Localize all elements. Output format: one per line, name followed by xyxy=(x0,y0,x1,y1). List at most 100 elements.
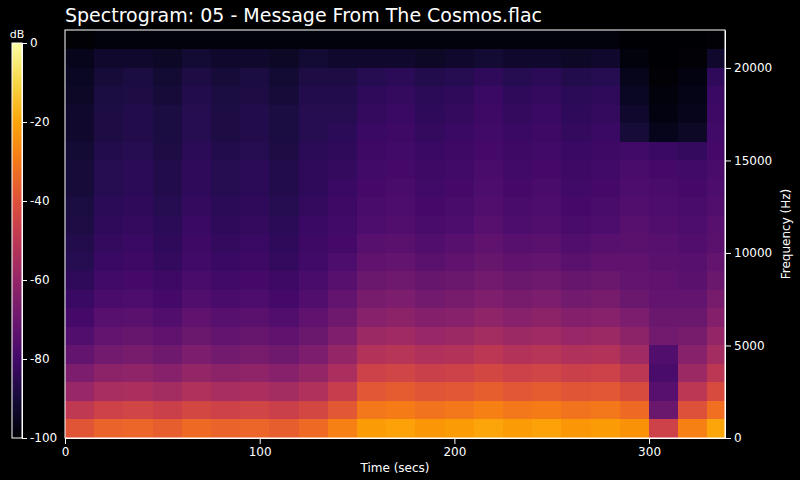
heatmap-cell xyxy=(415,327,444,346)
heatmap-cell xyxy=(649,105,678,124)
heatmap-cell xyxy=(357,123,386,142)
heatmap-cell xyxy=(649,30,678,49)
heatmap-cell xyxy=(269,179,298,198)
heatmap-cell xyxy=(328,345,357,364)
tick-label: 5000 xyxy=(734,339,765,353)
heatmap-cell xyxy=(123,364,152,383)
heatmap-cell xyxy=(503,179,532,198)
heatmap-cell xyxy=(591,86,620,105)
heatmap-cell xyxy=(415,30,444,49)
heatmap-cell xyxy=(182,253,211,272)
tick-mark xyxy=(22,43,27,44)
y-axis: 05000100001500020000 xyxy=(725,31,772,446)
heatmap-cell xyxy=(153,364,182,383)
heatmap-cell xyxy=(240,364,269,383)
heatmap-cell xyxy=(94,216,123,235)
heatmap-cell xyxy=(123,197,152,216)
heatmap-cell xyxy=(532,105,561,124)
tick: -100 xyxy=(22,431,57,445)
heatmap-cell xyxy=(211,271,240,290)
heatmap-cell xyxy=(386,234,415,253)
heatmap-cell xyxy=(561,290,590,309)
tick: 300 xyxy=(638,438,661,459)
heatmap-cell xyxy=(415,142,444,161)
heatmap-cell xyxy=(328,179,357,198)
heatmap-cell xyxy=(328,49,357,68)
heatmap-cell xyxy=(415,364,444,383)
heatmap-cell xyxy=(123,382,152,401)
heatmap-cell xyxy=(240,86,269,105)
tick: -20 xyxy=(22,115,50,129)
heatmap-cell xyxy=(591,68,620,87)
heatmap-cell xyxy=(299,234,328,253)
heatmap-cell xyxy=(269,364,298,383)
x-axis-label: Time (secs) xyxy=(359,461,429,475)
heatmap-cell xyxy=(386,364,415,383)
heatmap-cell xyxy=(357,327,386,346)
heatmap-cell xyxy=(532,308,561,327)
heatmap-cell xyxy=(123,271,152,290)
chart-svg: 010020030005000100001500020000Spectrogra… xyxy=(0,0,800,480)
heatmap-cell xyxy=(123,49,152,68)
heatmap-cell xyxy=(649,86,678,105)
heatmap-cell xyxy=(620,86,649,105)
heatmap-cell xyxy=(153,123,182,142)
heatmap-cell xyxy=(269,123,298,142)
heatmap-cell xyxy=(620,160,649,179)
heatmap-cell xyxy=(415,382,444,401)
tick-mark xyxy=(725,68,731,69)
heatmap-cell xyxy=(561,197,590,216)
heatmap-cell xyxy=(386,49,415,68)
heatmap-cell xyxy=(153,419,182,438)
tick: 0 xyxy=(22,36,38,50)
heatmap-cell xyxy=(445,179,474,198)
heatmap-cell xyxy=(620,105,649,124)
heatmap-cell xyxy=(415,86,444,105)
heatmap-cell xyxy=(357,382,386,401)
heatmap-cell xyxy=(182,86,211,105)
heatmap-cell xyxy=(65,123,94,142)
heatmap-cell xyxy=(532,327,561,346)
heatmap-cell xyxy=(269,345,298,364)
heatmap-cell xyxy=(649,271,678,290)
colorbar-axis: 0-20-40-60-80-100 xyxy=(22,36,57,445)
heatmap-cell xyxy=(182,179,211,198)
heatmap-cell xyxy=(591,179,620,198)
heatmap-cell xyxy=(649,123,678,142)
heatmap-cell xyxy=(269,308,298,327)
heatmap-cell xyxy=(240,216,269,235)
heatmap-cell xyxy=(299,308,328,327)
heatmap-cell xyxy=(620,216,649,235)
heatmap-cell xyxy=(415,49,444,68)
heatmap-cell xyxy=(503,290,532,309)
heatmap-cell xyxy=(357,345,386,364)
tick-mark xyxy=(725,253,731,254)
heatmap-cell xyxy=(503,345,532,364)
heatmap-cell xyxy=(707,419,725,438)
heatmap-cell xyxy=(240,327,269,346)
heatmap-cell xyxy=(445,160,474,179)
heatmap-cell xyxy=(299,419,328,438)
heatmap-cell xyxy=(474,197,503,216)
heatmap-cell xyxy=(503,253,532,272)
heatmap-cell xyxy=(415,234,444,253)
heatmap-cell xyxy=(591,308,620,327)
tick-label: 0 xyxy=(30,36,38,50)
heatmap-cell xyxy=(591,382,620,401)
heatmap-cell xyxy=(620,68,649,87)
heatmap-cell xyxy=(678,345,707,364)
heatmap-cell xyxy=(678,327,707,346)
heatmap-cell xyxy=(94,49,123,68)
heatmap-cell xyxy=(94,86,123,105)
heatmap-cell xyxy=(532,253,561,272)
heatmap-cell xyxy=(94,327,123,346)
heatmap-cell xyxy=(649,327,678,346)
heatmap-cell xyxy=(707,123,725,142)
heatmap-cell xyxy=(620,30,649,49)
tick-mark xyxy=(22,122,27,123)
heatmap-cell xyxy=(269,290,298,309)
tick-label: -60 xyxy=(30,273,50,287)
heatmap-cell xyxy=(182,49,211,68)
heatmap-cell xyxy=(591,234,620,253)
heatmap-cell xyxy=(474,419,503,438)
